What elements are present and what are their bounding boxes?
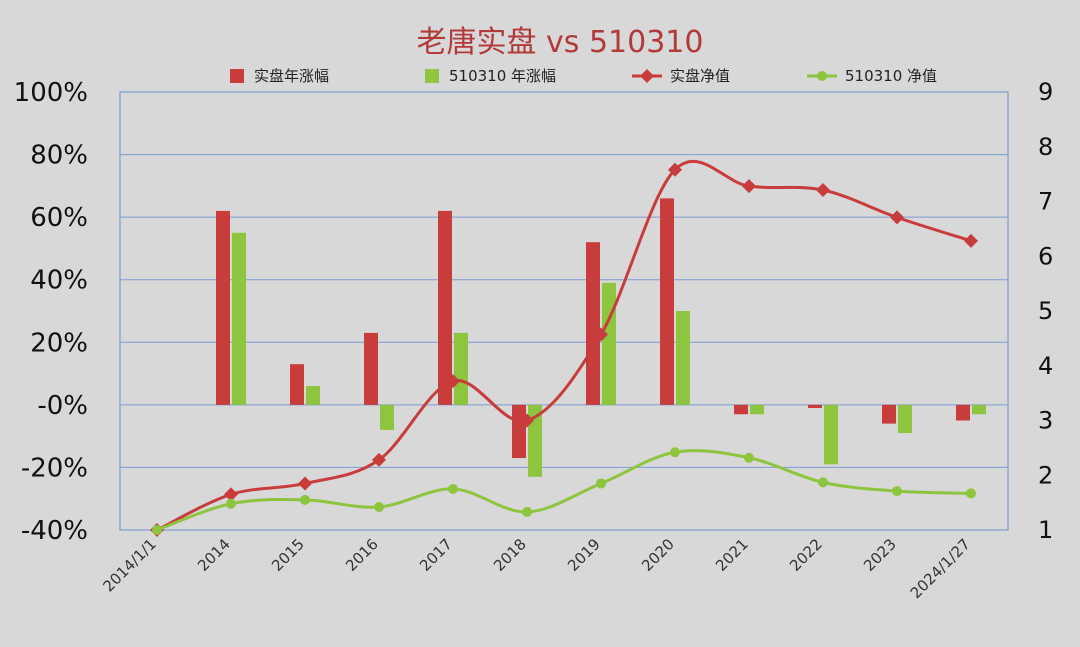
bars bbox=[216, 198, 986, 477]
lines bbox=[150, 159, 978, 537]
bar bbox=[586, 242, 600, 405]
bar bbox=[750, 404, 764, 415]
legend-label: 实盘净值 bbox=[670, 67, 730, 85]
bar bbox=[882, 404, 896, 424]
bar bbox=[676, 311, 690, 405]
plot-area bbox=[119, 91, 1009, 531]
x-tick-label: 2021 bbox=[712, 535, 752, 575]
point bbox=[522, 506, 532, 517]
bar bbox=[602, 282, 616, 405]
point bbox=[818, 477, 828, 488]
y2-tick-label: 7 bbox=[1038, 188, 1053, 216]
point bbox=[448, 483, 458, 494]
point bbox=[226, 498, 236, 509]
point bbox=[224, 487, 238, 502]
y-tick-label: 40% bbox=[30, 266, 88, 296]
point bbox=[300, 494, 310, 505]
y2-tick-label: 3 bbox=[1038, 407, 1053, 435]
bar bbox=[380, 404, 394, 430]
y-axis-right: 9 8 7 6 5 4 3 2 1 bbox=[1038, 78, 1053, 544]
bar bbox=[364, 332, 378, 405]
bar bbox=[438, 210, 452, 405]
point bbox=[966, 488, 976, 499]
legend-marker bbox=[817, 71, 827, 81]
bar bbox=[808, 404, 822, 408]
y-tick-label: 20% bbox=[30, 328, 88, 358]
x-tick-label: 2019 bbox=[564, 535, 604, 575]
y-tick-label: -20% bbox=[21, 453, 88, 483]
y2-tick-label: 1 bbox=[1038, 516, 1053, 544]
legend-label: 510310 净值 bbox=[845, 67, 937, 85]
y2-tick-label: 4 bbox=[1038, 352, 1053, 380]
point bbox=[892, 486, 902, 497]
legend-marker bbox=[640, 69, 654, 83]
x-tick-label: 2023 bbox=[860, 535, 900, 575]
y-tick-label: 80% bbox=[30, 141, 88, 171]
bar bbox=[660, 198, 674, 405]
x-tick-label: 2017 bbox=[416, 535, 456, 575]
point bbox=[372, 452, 386, 467]
bar bbox=[824, 404, 838, 465]
point bbox=[964, 233, 978, 248]
point bbox=[816, 183, 830, 198]
point bbox=[742, 179, 756, 194]
point bbox=[594, 327, 608, 342]
y-tick-label: -40% bbox=[21, 516, 88, 546]
x-tick-label: 2014/1/1 bbox=[99, 535, 159, 595]
chart-title: 老唐实盘 vs 510310 bbox=[417, 25, 704, 60]
gridlines bbox=[120, 154, 1008, 468]
x-tick-label: 2024/1/27 bbox=[907, 535, 974, 602]
point bbox=[446, 374, 460, 389]
legend: 实盘年涨幅 510310 年涨幅 实盘净值 510310 净值 bbox=[230, 67, 937, 85]
point bbox=[596, 478, 606, 489]
x-tick-label: 2018 bbox=[490, 535, 530, 575]
point bbox=[890, 210, 904, 225]
point bbox=[668, 162, 682, 177]
bar bbox=[512, 404, 526, 459]
legend-label: 510310 年涨幅 bbox=[449, 67, 556, 85]
y2-tick-label: 2 bbox=[1038, 461, 1053, 489]
point bbox=[670, 447, 680, 458]
bar bbox=[306, 386, 320, 405]
point bbox=[744, 452, 754, 463]
x-axis: 2014/1/1 2014 2015 2016 2017 2018 2019 2020 2021… bbox=[99, 535, 973, 602]
y2-tick-label: 9 bbox=[1038, 78, 1053, 106]
y2-tick-label: 6 bbox=[1038, 242, 1053, 270]
y-tick-label: -0% bbox=[37, 391, 88, 421]
x-tick-label: 2016 bbox=[342, 535, 382, 575]
y-axis-left: 100% 80% 60% 40% 20% -0% -20% -40% bbox=[14, 78, 88, 546]
y2-tick-label: 8 bbox=[1038, 133, 1053, 161]
point bbox=[152, 525, 162, 535]
bar bbox=[956, 404, 970, 421]
bar bbox=[290, 364, 304, 405]
bar bbox=[454, 332, 468, 405]
bar bbox=[734, 404, 748, 415]
point bbox=[374, 502, 384, 513]
point bbox=[520, 413, 534, 428]
bar bbox=[898, 404, 912, 434]
legend-label: 实盘年涨幅 bbox=[254, 67, 329, 85]
x-tick-label: 2020 bbox=[638, 535, 678, 575]
y-tick-label: 60% bbox=[30, 203, 88, 233]
bar bbox=[972, 404, 986, 415]
y2-tick-label: 5 bbox=[1038, 297, 1053, 325]
y-tick-label: 100% bbox=[14, 78, 88, 108]
point bbox=[298, 476, 312, 491]
x-tick-label: 2014 bbox=[194, 535, 234, 575]
bar bbox=[216, 210, 230, 405]
x-tick-label: 2015 bbox=[268, 535, 308, 575]
x-tick-label: 2022 bbox=[786, 535, 826, 575]
legend-swatch bbox=[230, 69, 244, 83]
legend-swatch bbox=[425, 69, 439, 83]
bar bbox=[232, 232, 246, 405]
